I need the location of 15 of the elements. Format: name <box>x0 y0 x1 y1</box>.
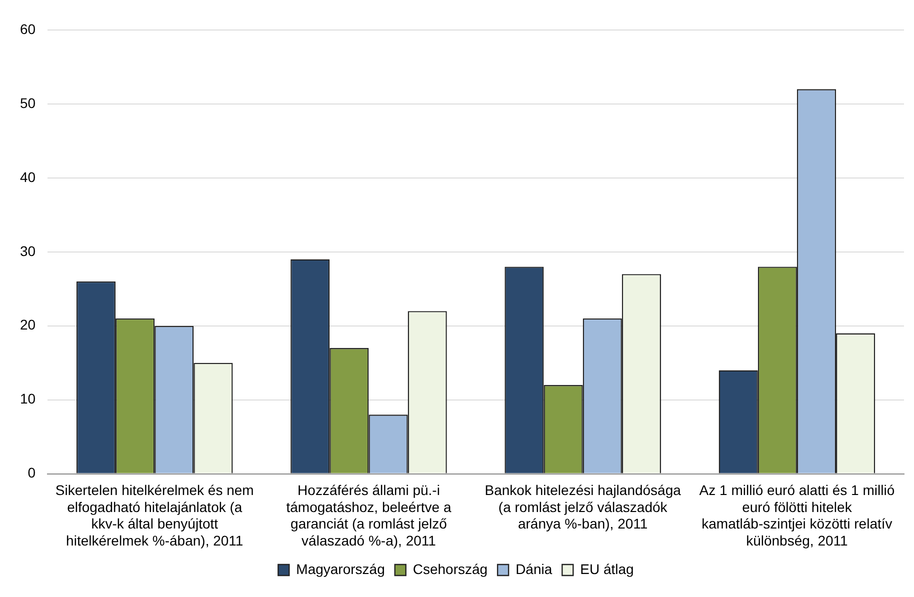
y-tick-label: 60 <box>20 20 36 37</box>
y-tick-label: 30 <box>20 242 36 259</box>
x-tick-label: Hozzáférés állami pü.-i támogatáshoz, beleértve a garanciát (a romlást jelző válaszadó %-a), 2011 <box>286 482 452 548</box>
x-tick-label: Bankok hitelezési hajlandósága (a romlást jelző válaszadók aránya %-ban), 2011 <box>484 482 682 532</box>
legend-label: Magyarország <box>296 560 385 577</box>
y-tick-label: 40 <box>20 168 36 185</box>
y-tick-label: 10 <box>20 390 36 407</box>
legend-label: EU átlag <box>580 560 634 577</box>
x-tick-label: Sikertelen hitelkérelmek és nem elfogadható hitelajánlatok (a kkv-k által benyújtott hitelkérelmek %-ában), 2011 <box>55 482 254 548</box>
legend-label: Csehország <box>412 560 488 577</box>
y-tick-label: 0 <box>28 464 36 481</box>
y-tick-label: 20 <box>20 316 36 333</box>
y-tick-label: 50 <box>20 94 36 111</box>
legend-label: Dánia <box>516 560 552 577</box>
x-tick-label: Az 1 millió euró alatti és 1 millió euró fölötti hitelek kamatláb-szintjei közötti relatív különbség, 2011 <box>699 482 895 548</box>
